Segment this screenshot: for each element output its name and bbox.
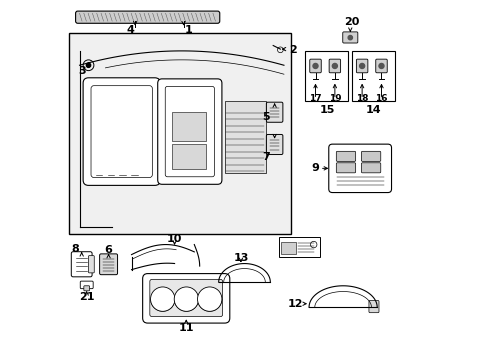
FancyBboxPatch shape bbox=[91, 86, 152, 177]
Circle shape bbox=[174, 287, 198, 311]
Text: 5: 5 bbox=[262, 112, 269, 122]
FancyBboxPatch shape bbox=[356, 59, 367, 73]
Text: 20: 20 bbox=[344, 17, 359, 27]
Bar bbox=[69, 33, 290, 234]
Ellipse shape bbox=[198, 294, 221, 304]
FancyBboxPatch shape bbox=[336, 163, 355, 173]
Text: 6: 6 bbox=[104, 245, 112, 255]
Circle shape bbox=[378, 63, 383, 68]
Circle shape bbox=[86, 63, 90, 67]
Text: 14: 14 bbox=[365, 105, 381, 115]
FancyBboxPatch shape bbox=[71, 252, 92, 277]
Text: 18: 18 bbox=[355, 94, 367, 103]
Text: 13: 13 bbox=[233, 253, 248, 263]
Text: 4: 4 bbox=[126, 25, 134, 35]
FancyBboxPatch shape bbox=[368, 301, 378, 313]
Text: 19: 19 bbox=[328, 94, 341, 103]
FancyBboxPatch shape bbox=[100, 254, 117, 275]
FancyBboxPatch shape bbox=[158, 79, 222, 184]
Text: 1: 1 bbox=[184, 25, 192, 35]
FancyBboxPatch shape bbox=[266, 134, 282, 154]
Bar bbox=[224, 101, 265, 173]
Bar bbox=[281, 242, 296, 253]
Circle shape bbox=[150, 287, 175, 311]
Circle shape bbox=[347, 36, 352, 40]
Text: 16: 16 bbox=[374, 94, 387, 103]
Text: 11: 11 bbox=[178, 323, 194, 333]
Text: 21: 21 bbox=[79, 292, 94, 302]
FancyBboxPatch shape bbox=[80, 281, 93, 289]
FancyBboxPatch shape bbox=[149, 279, 222, 317]
Text: 8: 8 bbox=[71, 244, 79, 254]
Circle shape bbox=[197, 287, 222, 311]
Text: 15: 15 bbox=[319, 105, 334, 115]
FancyBboxPatch shape bbox=[83, 286, 89, 291]
FancyBboxPatch shape bbox=[266, 102, 282, 122]
Text: 2: 2 bbox=[288, 45, 296, 55]
FancyBboxPatch shape bbox=[342, 32, 357, 43]
Text: 10: 10 bbox=[166, 234, 182, 244]
Text: 7: 7 bbox=[262, 152, 269, 162]
FancyBboxPatch shape bbox=[336, 151, 355, 161]
Text: 9: 9 bbox=[310, 163, 319, 174]
Text: 12: 12 bbox=[287, 299, 303, 309]
Circle shape bbox=[312, 63, 317, 68]
Ellipse shape bbox=[151, 294, 174, 304]
FancyBboxPatch shape bbox=[309, 59, 321, 73]
FancyBboxPatch shape bbox=[361, 151, 380, 161]
Circle shape bbox=[359, 63, 364, 68]
FancyBboxPatch shape bbox=[76, 11, 219, 23]
FancyBboxPatch shape bbox=[328, 144, 391, 193]
FancyBboxPatch shape bbox=[361, 163, 380, 173]
Bar bbox=[172, 144, 206, 169]
FancyBboxPatch shape bbox=[375, 59, 386, 73]
Bar bbox=[351, 51, 394, 101]
FancyBboxPatch shape bbox=[328, 59, 340, 73]
Bar bbox=[172, 112, 206, 140]
Text: 17: 17 bbox=[308, 94, 321, 103]
Text: 3: 3 bbox=[79, 66, 86, 76]
FancyBboxPatch shape bbox=[88, 256, 94, 273]
FancyBboxPatch shape bbox=[83, 78, 160, 185]
Ellipse shape bbox=[175, 294, 198, 304]
Bar bbox=[305, 51, 348, 101]
FancyBboxPatch shape bbox=[142, 274, 229, 323]
FancyBboxPatch shape bbox=[165, 86, 214, 177]
Circle shape bbox=[332, 63, 337, 68]
Bar bbox=[278, 237, 319, 257]
